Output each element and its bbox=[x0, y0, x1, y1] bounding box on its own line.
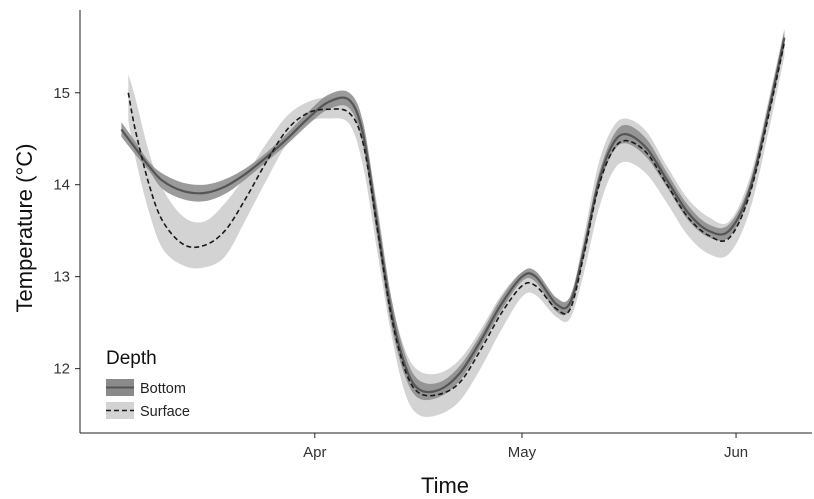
y-tick-label: 15 bbox=[53, 85, 70, 102]
x-axis-title: Time bbox=[421, 473, 469, 498]
line-bottom bbox=[120, 37, 786, 394]
band-surface bbox=[128, 28, 785, 417]
series-lines bbox=[120, 37, 786, 397]
legend-key-surface-band bbox=[106, 402, 134, 419]
line-surface bbox=[127, 42, 786, 397]
x-tick-label: Jun bbox=[724, 444, 748, 461]
y-tick-label: 12 bbox=[53, 361, 70, 378]
y-tick-label: 14 bbox=[53, 177, 70, 194]
confidence-bands bbox=[121, 28, 785, 417]
legend-item-surface: Surface bbox=[106, 402, 190, 420]
legend-label-surface: Surface bbox=[140, 404, 190, 420]
axes: 12 13 14 15 Apr May Jun bbox=[53, 10, 812, 461]
y-tick-label: 13 bbox=[53, 269, 70, 286]
x-tick-label: May bbox=[508, 444, 537, 461]
legend-title: Depth bbox=[106, 348, 157, 369]
x-tick-label: Apr bbox=[303, 444, 326, 461]
legend-label-bottom: Bottom bbox=[140, 381, 186, 397]
legend: Depth Bottom Surface bbox=[106, 348, 190, 420]
legend-item-bottom: Bottom bbox=[106, 379, 186, 397]
y-axis-title: Temperature (°C) bbox=[12, 144, 37, 313]
